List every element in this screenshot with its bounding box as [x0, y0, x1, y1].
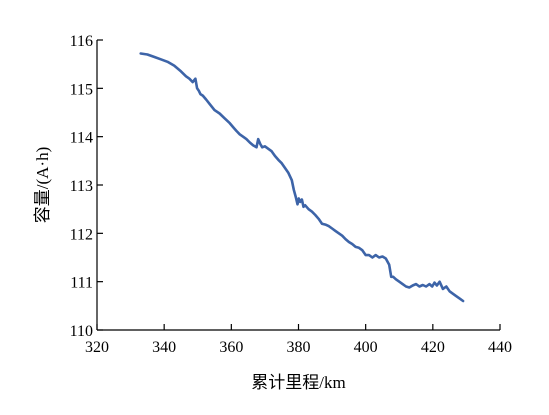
y-tick-label: 115: [70, 81, 93, 98]
y-tick-label: 111: [70, 275, 93, 292]
y-tick-label: 110: [70, 323, 93, 340]
y-axis-title: 容量/(A·h): [33, 147, 52, 223]
capacity-series-line: [139, 52, 465, 303]
y-tick-label: 112: [70, 226, 93, 243]
x-tick-label: 360: [219, 339, 243, 356]
y-axis-ticks: 110 111 112 113 114 115 116: [70, 33, 103, 340]
x-axis-title: 累计里程/km: [251, 373, 345, 392]
x-tick-label: 340: [152, 339, 176, 356]
y-tick-label: 114: [70, 130, 93, 147]
y-tick-label: 113: [70, 178, 93, 195]
x-tick-label: 320: [85, 339, 109, 356]
x-tick-label: 420: [421, 339, 445, 356]
y-tick-label: 116: [70, 33, 93, 50]
x-tick-label: 400: [354, 339, 378, 356]
x-tick-label: 380: [287, 339, 311, 356]
x-tick-label: 440: [488, 339, 512, 356]
x-axis-ticks: 320 340 360 380 400 420 440: [85, 324, 512, 356]
